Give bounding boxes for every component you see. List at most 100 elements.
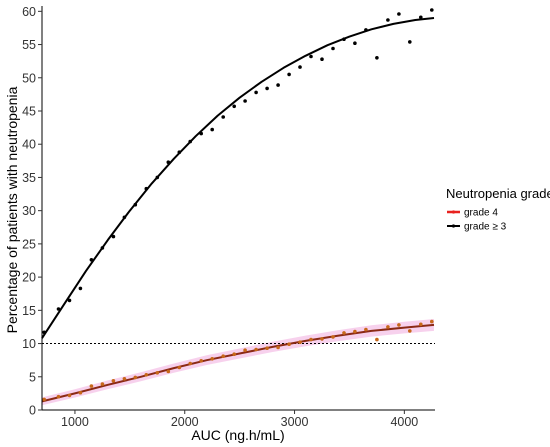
data-point-grade-4 [122, 377, 127, 381]
x-tick-label: 2000 [171, 415, 199, 429]
data-point-grade-4 [210, 357, 214, 361]
y-tick-label: 60 [22, 5, 36, 19]
data-point-grade-ge-3 [166, 160, 171, 164]
data-point-grade-4 [276, 345, 280, 350]
data-point-grade-ge-3 [199, 131, 203, 136]
data-point-grade-ge-3 [155, 175, 160, 180]
data-point-grade-4 [199, 359, 203, 363]
data-point-grade-ge-3 [430, 8, 434, 12]
x-tick-label: 3000 [281, 415, 309, 429]
data-point-grade-ge-3 [320, 57, 324, 61]
data-point-grade-4 [89, 384, 94, 388]
data-point-grade-ge-3 [67, 298, 72, 303]
data-point-grade-ge-3 [287, 72, 291, 77]
y-tick-label: 0 [29, 404, 36, 418]
data-point-grade-ge-3 [221, 115, 225, 119]
legend-item-grade-3-or-more: grade ≥ 3 [447, 222, 507, 233]
data-point-grade-ge-3 [276, 83, 280, 87]
data-point-grade-4 [188, 361, 192, 366]
data-point-grade-4 [386, 325, 390, 329]
legend-item-grade-4: grade 4 [447, 208, 498, 219]
legend-title: Neutropenia grade [446, 186, 550, 201]
legend-key-point-grade-3-or-more [451, 224, 456, 228]
data-point-grade-ge-3 [100, 246, 105, 250]
data-point-grade-ge-3 [78, 286, 83, 291]
data-point-grade-4 [221, 354, 225, 359]
fit-curve-layer [41, 17, 435, 403]
data-point-grade-ge-3 [309, 54, 313, 59]
y-tick-label: 5 [29, 370, 36, 384]
y-tick-label: 25 [22, 237, 36, 251]
data-point-grade-4 [353, 329, 357, 334]
data-point-grade-4 [56, 394, 61, 399]
y-tick-label: 55 [22, 38, 36, 52]
confidence-band-layer [42, 319, 434, 406]
data-point-grade-4 [166, 369, 171, 374]
data-point-grade-4 [375, 337, 379, 342]
data-point-grade-4 [42, 397, 46, 402]
data-point-grade-4 [397, 323, 401, 327]
data-point-grade-ge-3 [386, 18, 390, 22]
data-point-grade-ge-3 [177, 150, 182, 154]
data-point-grade-4 [67, 393, 72, 398]
data-point-grade-ge-3 [408, 40, 412, 44]
y-tick-label: 20 [22, 271, 36, 285]
data-point-grade-4 [408, 329, 412, 333]
data-point-grade-4 [265, 346, 269, 351]
data-point-grade-ge-3 [133, 202, 138, 207]
data-point-grade-ge-3 [364, 28, 368, 32]
data-point-grade-ge-3 [353, 41, 357, 45]
data-point-layer [42, 8, 434, 402]
data-point-grade-ge-3 [331, 46, 335, 51]
y-tick-label: 15 [22, 304, 36, 318]
data-point-grade-ge-3 [89, 258, 94, 262]
data-point-grade-ge-3 [188, 139, 192, 144]
y-tick-label: 30 [22, 204, 36, 218]
y-tick-label: 45 [22, 104, 36, 118]
data-point-grade-ge-3 [375, 56, 379, 60]
data-point-grade-ge-3 [122, 215, 127, 220]
data-point-grade-4 [254, 347, 258, 352]
data-point-grade-4 [232, 352, 236, 357]
data-point-grade-4 [320, 337, 324, 341]
data-point-grade-ge-3 [254, 90, 258, 95]
data-point-grade-ge-3 [42, 330, 46, 335]
data-point-grade-4 [111, 379, 116, 383]
data-point-grade-4 [100, 382, 105, 386]
data-point-grade-ge-3 [243, 99, 247, 103]
data-point-grade-4 [287, 342, 291, 347]
data-point-grade-ge-3 [210, 127, 214, 132]
data-point-grade-ge-3 [419, 15, 423, 20]
y-tick-label: 10 [22, 337, 36, 351]
data-point-grade-ge-3 [56, 307, 61, 311]
data-point-grade-4 [364, 327, 368, 332]
data-point-grade-ge-3 [397, 12, 401, 16]
fit-curve-grade-ge-3 [41, 17, 435, 339]
x-tick-label: 4000 [390, 415, 418, 429]
axes [41, 6, 435, 411]
legend-key-point-grade-4 [451, 210, 456, 214]
data-point-grade-4 [155, 371, 160, 375]
data-point-grade-ge-3 [111, 234, 116, 239]
x-tick-label: 1000 [61, 415, 89, 429]
y-tick-label: 35 [22, 171, 36, 185]
data-point-grade-4 [309, 337, 313, 342]
data-point-grade-4 [419, 322, 423, 327]
data-point-grade-4 [243, 348, 247, 353]
data-point-grade-4 [78, 390, 83, 395]
data-point-grade-ge-3 [232, 104, 236, 109]
data-point-grade-4 [133, 375, 138, 380]
legend: Neutropenia grade grade 4 grade ≥ 3 [446, 186, 550, 233]
data-point-grade-4 [177, 365, 182, 370]
legend-label-grade-3-or-more: grade ≥ 3 [464, 222, 507, 233]
y-tick-label: 50 [22, 71, 36, 85]
data-point-grade-4 [298, 340, 302, 345]
x-axis-title: AUC (ng.h/mL) [191, 427, 284, 443]
data-point-grade-4 [430, 319, 434, 324]
data-point-grade-4 [144, 373, 149, 377]
tick-layer: 1000 2000 3000 4000 0 5 10 15 20 25 30 35 40 45 50 55 60 [22, 5, 418, 429]
data-point-grade-ge-3 [144, 186, 149, 191]
y-axis-title: Percentage of patients with neutropenia [4, 86, 20, 333]
data-point-grade-ge-3 [265, 86, 269, 91]
